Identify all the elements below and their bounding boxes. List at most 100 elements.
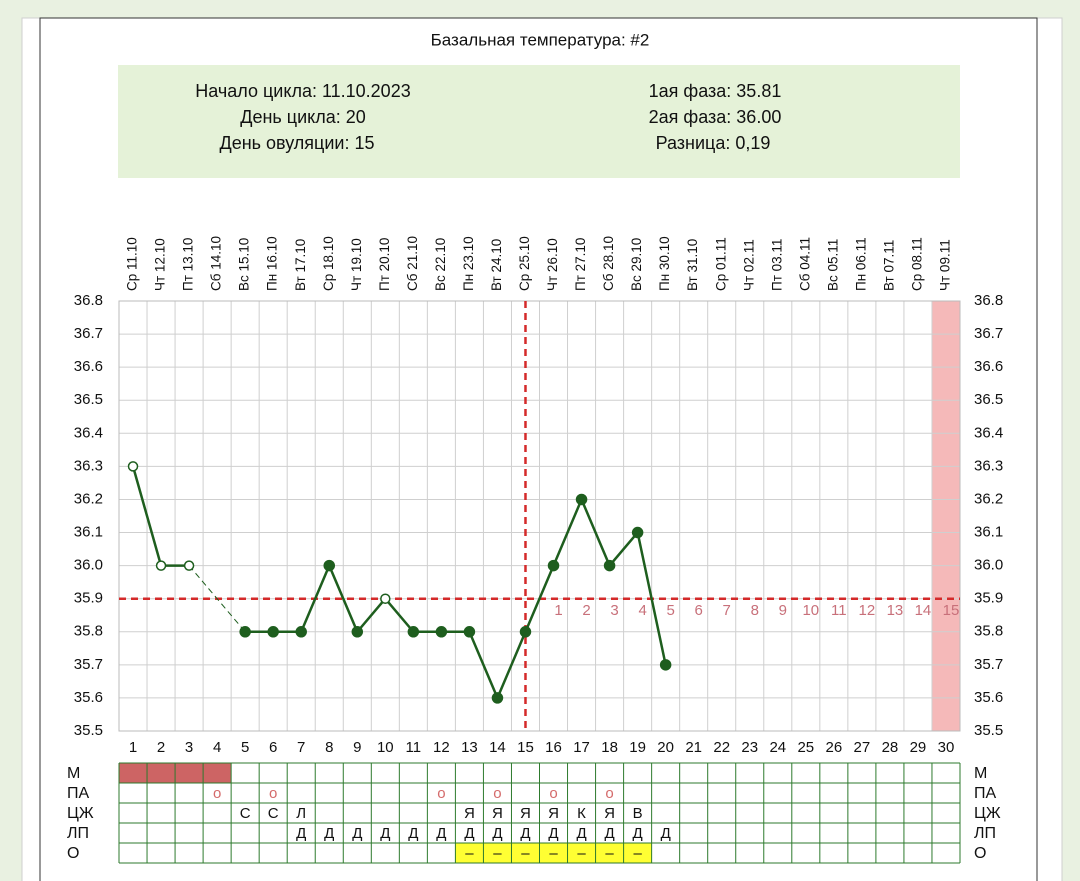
x-tick-label: 12 <box>433 739 450 756</box>
x-tick-label: 20 <box>657 739 674 756</box>
date-label: Вс 05.11 <box>825 239 840 291</box>
date-label: Вт 24.10 <box>489 239 504 291</box>
table-cell: Д <box>492 825 502 842</box>
date-label: Пт 20.10 <box>377 238 392 291</box>
x-tick-label: 26 <box>826 739 843 756</box>
phase2-label: 11 <box>831 602 847 619</box>
y-tick-label: 36.1 <box>74 524 103 541</box>
table-cell: К <box>577 805 586 822</box>
x-tick-label: 7 <box>297 739 305 756</box>
date-label: Чт 19.10 <box>349 238 364 291</box>
date-label: Вт 31.10 <box>685 239 700 291</box>
table-cell: С <box>268 805 279 822</box>
x-tick-label: 2 <box>157 739 165 756</box>
table-cell: – <box>605 845 614 862</box>
phase2-label: 14 <box>915 602 932 619</box>
table-cell: о <box>437 785 445 802</box>
gap-connector <box>188 565 246 633</box>
y2-tick-label: 36.1 <box>974 524 1003 541</box>
point <box>547 559 560 572</box>
x-tick-label: 15 <box>517 739 534 756</box>
table-cell: Д <box>436 825 446 842</box>
point <box>239 626 251 638</box>
table-highlight <box>511 843 540 863</box>
y-tick-label: 35.7 <box>74 656 103 673</box>
date-label: Пн 06.11 <box>853 237 868 291</box>
y2-tick-label: 36.3 <box>974 457 1003 474</box>
point <box>463 626 476 638</box>
y2-tick-label: 36.6 <box>974 358 1003 375</box>
info-box <box>118 65 960 178</box>
y-tick-label: 36.8 <box>74 292 103 309</box>
table-highlight <box>175 763 204 783</box>
x-tick-label: 16 <box>545 739 562 756</box>
point <box>295 626 307 638</box>
table-highlight <box>623 843 652 863</box>
row-label: ЛП <box>67 825 89 842</box>
x-tick-label: 14 <box>489 739 506 756</box>
open-point <box>380 593 391 604</box>
x-tick-label: 6 <box>269 739 277 756</box>
y2-tick-label: 36.2 <box>974 490 1003 507</box>
row-label: М <box>974 765 987 782</box>
y2-tick-label: 35.6 <box>974 689 1003 706</box>
x-tick-label: 27 <box>854 739 871 756</box>
date-label: Чт 12.10 <box>153 238 168 291</box>
phase2-label: 15 <box>943 602 960 619</box>
y2-tick-label: 36.5 <box>974 391 1003 408</box>
table-cell: о <box>269 785 277 802</box>
y-tick-label: 35.5 <box>74 722 103 739</box>
table-cell: Я <box>492 805 503 822</box>
table-highlight <box>455 843 484 863</box>
date-label: Пт 03.11 <box>769 239 784 291</box>
table-cell: Д <box>380 825 390 842</box>
open-point <box>155 560 167 571</box>
open-point <box>183 560 195 571</box>
y2-tick-label: 36.7 <box>974 325 1003 342</box>
x-tick-label: 19 <box>629 739 646 756</box>
x-tick-label: 11 <box>406 739 422 756</box>
info-text: День цикла: 20 <box>240 107 366 127</box>
table-cell: Д <box>633 825 643 842</box>
date-label: Сб 04.11 <box>797 237 812 291</box>
point <box>519 626 532 638</box>
table-cell: Д <box>408 825 418 842</box>
table-cell: Л <box>296 805 306 822</box>
y-tick-label: 36.4 <box>74 424 103 441</box>
point <box>603 559 616 572</box>
x-tick-label: 13 <box>461 739 478 756</box>
y-tick-label: 35.6 <box>74 689 103 706</box>
point <box>267 626 279 638</box>
table-cell: – <box>549 845 558 862</box>
phase2-label: 3 <box>610 602 618 619</box>
date-label: Пт 13.10 <box>181 238 196 291</box>
phase2-label: 5 <box>666 602 674 619</box>
phase2-label: 8 <box>751 602 759 619</box>
y-tick-label: 36.6 <box>74 358 103 375</box>
table-highlight <box>595 843 624 863</box>
info-text: День овуляции: 15 <box>220 133 375 153</box>
table-highlight <box>147 763 176 783</box>
row-label: М <box>67 765 80 782</box>
phase2-label: 1 <box>554 602 562 619</box>
table-cell: С <box>240 805 251 822</box>
table-highlight <box>539 843 568 863</box>
phase2-label: 9 <box>779 602 787 619</box>
open-point <box>127 461 139 472</box>
date-label: Ср 18.10 <box>321 236 336 291</box>
table-cell: Я <box>548 805 559 822</box>
phase2-label: 6 <box>695 602 703 619</box>
y2-tick-label: 35.9 <box>974 590 1003 607</box>
table-highlight <box>567 843 596 863</box>
point <box>659 659 672 671</box>
date-label: Сб 28.10 <box>601 236 616 291</box>
x-tick-label: 9 <box>353 739 361 756</box>
y-tick-label: 35.9 <box>74 590 103 607</box>
info-text: 1ая фаза: 35.81 <box>649 81 782 101</box>
date-label: Вс 22.10 <box>433 238 448 291</box>
row-label: ПА <box>974 785 997 802</box>
x-tick-label: 10 <box>377 739 394 756</box>
phase2-label: 2 <box>582 602 590 619</box>
